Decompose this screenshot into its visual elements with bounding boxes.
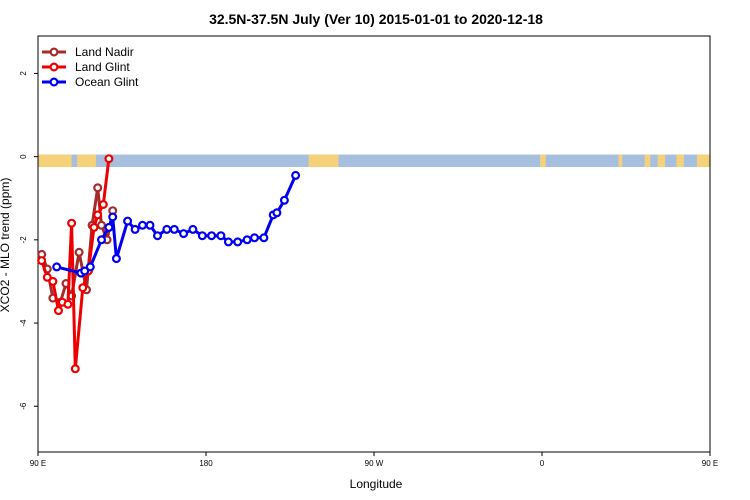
- data-point-land-glint: [78, 283, 88, 293]
- legend-marker-ocean-glint: [49, 77, 59, 87]
- data-point-land-glint: [98, 200, 108, 210]
- data-point-land-nadir: [93, 183, 103, 193]
- data-point-ocean-glint: [108, 212, 118, 222]
- data-point-ocean-glint: [123, 216, 133, 226]
- data-point-ocean-glint: [85, 262, 95, 272]
- data-point-ocean-glint: [162, 224, 172, 234]
- x-tick-label: 180: [199, 459, 213, 468]
- plot-frame: [37, 35, 711, 453]
- data-point-ocean-glint: [223, 237, 233, 247]
- data-point-land-glint: [42, 272, 52, 282]
- data-point-ocean-glint: [179, 229, 189, 239]
- data-point-land-nadir: [74, 247, 84, 257]
- data-point-ocean-glint: [188, 224, 198, 234]
- data-point-land-glint: [63, 299, 73, 309]
- data-point-ocean-glint: [138, 220, 148, 230]
- land-band-segment: [696, 154, 710, 168]
- data-point-ocean-glint: [130, 224, 140, 234]
- y-axis-title: XCO2 - MLO trend (ppm): [0, 178, 12, 313]
- data-point-ocean-glint: [104, 222, 114, 232]
- y-tick-label: 0: [19, 154, 28, 159]
- data-point-land-nadir: [96, 220, 106, 230]
- data-point-ocean-glint: [242, 235, 252, 245]
- y-tick-label: -6: [19, 402, 28, 410]
- legend-label-land-glint: Land Glint: [75, 60, 130, 74]
- x-tick-label: 90 E: [30, 459, 46, 468]
- data-point-ocean-glint: [291, 170, 301, 180]
- data-point-land-glint: [89, 222, 99, 232]
- data-point-ocean-glint: [216, 231, 226, 241]
- y-tick-label: -2: [19, 236, 28, 244]
- x-axis-title: Longitude: [350, 477, 403, 491]
- data-point-land-glint: [67, 218, 77, 228]
- data-point-ocean-glint: [197, 231, 207, 241]
- land-band-segment: [38, 154, 72, 168]
- data-point-land-glint: [93, 210, 103, 220]
- data-point-land-glint: [70, 364, 80, 374]
- data-point-ocean-glint: [259, 233, 269, 243]
- plot-layer: 0 -2 -4 -6 2 90 E 180 90 W 0 90 E: [19, 35, 718, 468]
- data-point-ocean-glint: [279, 195, 289, 205]
- chart-title: 32.5N-37.5N July (Ver 10) 2015-01-01 to …: [209, 11, 543, 27]
- data-point-ocean-glint: [80, 266, 90, 276]
- x-tick-label: 90 E: [702, 459, 718, 468]
- land-band-segment: [308, 154, 339, 168]
- y-tick-label: -4: [19, 319, 28, 327]
- data-point-ocean-glint: [52, 262, 62, 272]
- data-point-ocean-glint: [233, 237, 243, 247]
- data-point-ocean-glint: [153, 231, 163, 241]
- data-point-ocean-glint: [111, 254, 121, 264]
- x-tick-label: 0: [540, 459, 545, 468]
- data-point-ocean-glint: [250, 233, 260, 243]
- legend-label-land-nadir: Land Nadir: [75, 45, 134, 59]
- land-band-segment: [618, 154, 623, 168]
- data-point-land-glint: [104, 154, 114, 164]
- land-band-segment: [657, 154, 666, 168]
- ocean-band: [38, 154, 710, 168]
- land-band-segment: [77, 154, 96, 168]
- x-tick-label: 90 W: [365, 459, 384, 468]
- data-point-ocean-glint: [169, 224, 179, 234]
- data-point-ocean-glint: [145, 220, 155, 230]
- y-tick-label: 2: [19, 71, 28, 76]
- data-point-land-glint: [37, 256, 47, 266]
- data-point-ocean-glint: [272, 208, 282, 218]
- land-band-segment: [644, 154, 651, 168]
- data-point-land-glint: [48, 276, 58, 286]
- legend-marker-land-nadir: [49, 47, 59, 57]
- data-point-land-glint: [53, 306, 63, 316]
- land-band-segment: [676, 154, 684, 168]
- legend-label-ocean-glint: Ocean Glint: [75, 75, 139, 89]
- data-point-ocean-glint: [96, 235, 106, 245]
- land-band-segment: [540, 154, 546, 168]
- data-point-ocean-glint: [207, 231, 217, 241]
- legend-marker-land-glint: [49, 62, 59, 72]
